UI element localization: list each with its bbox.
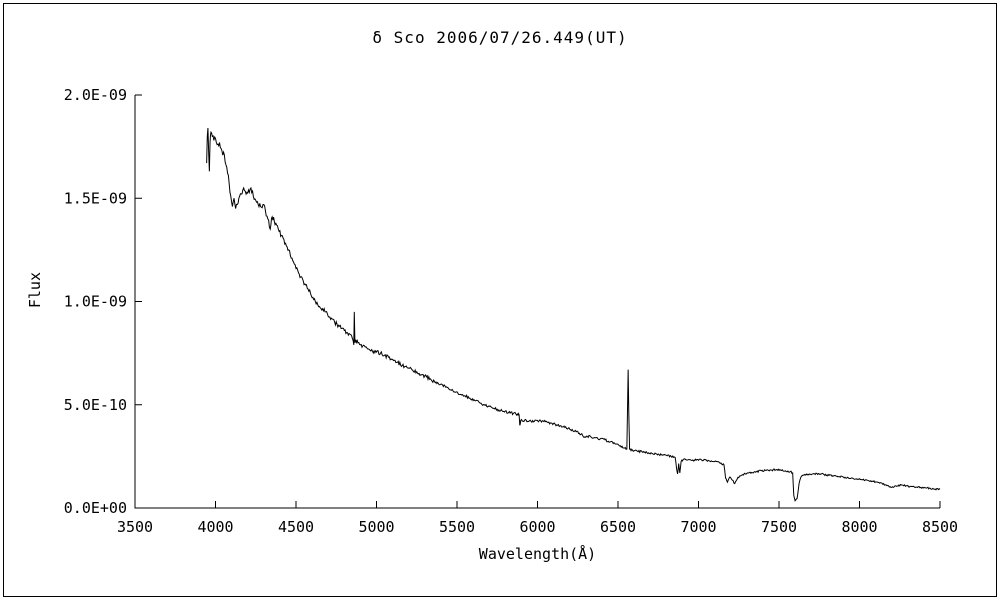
x-tick-label: 6000 — [519, 518, 555, 536]
spectrum-line — [206, 128, 941, 502]
y-tick-label: 1.5E-09 — [64, 189, 127, 207]
x-tick-label: 6500 — [600, 518, 636, 536]
x-tick-label: 3500 — [117, 518, 153, 536]
axes — [134, 95, 940, 509]
y-tick-label: 2.0E-09 — [64, 86, 127, 104]
x-axis-label: Wavelength(Å) — [478, 545, 597, 563]
y-axis-label: Flux — [26, 272, 44, 309]
figure-border — [3, 3, 997, 597]
x-tick-label: 8500 — [922, 518, 958, 536]
x-axis-ticks: 3500 4000 4500 5000 5500 6000 6500 7000 7500 8000… — [117, 501, 958, 536]
x-tick-label: 8000 — [841, 518, 877, 536]
x-tick-label: 7500 — [761, 518, 797, 536]
x-tick-label: 4000 — [197, 518, 233, 536]
x-tick-label: 7000 — [680, 518, 716, 536]
chart-title: δ Sco 2006/07/26.449(UT) — [372, 28, 628, 47]
x-tick-label: 5000 — [358, 518, 394, 536]
x-tick-label: 5500 — [439, 518, 475, 536]
x-tick-label: 4500 — [278, 518, 314, 536]
y-tick-label: 0.0E+00 — [64, 499, 127, 517]
y-axis-ticks: 0.0E+00 5.0E-10 1.0E-09 1.5E-09 2.0E-09 — [64, 86, 142, 517]
y-tick-label: 5.0E-10 — [64, 396, 127, 414]
y-tick-label: 1.0E-09 — [64, 293, 127, 311]
